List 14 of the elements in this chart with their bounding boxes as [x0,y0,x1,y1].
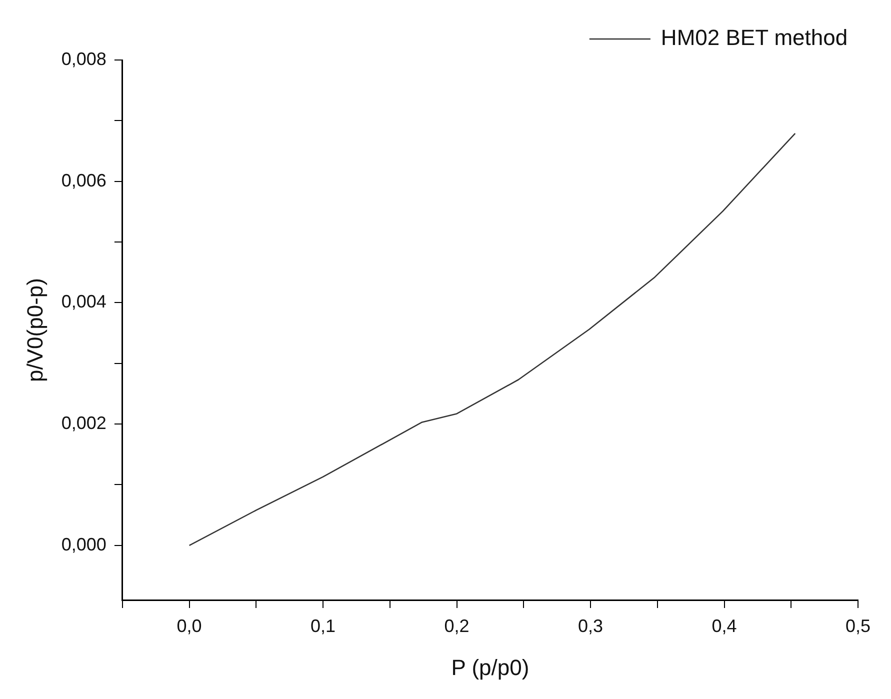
x-tick-label: 0,3 [578,616,604,636]
y-tick-label: 0,004 [61,292,106,312]
y-axis-title: p/V0(p0-p) [22,278,48,382]
y-tick-label: 0,008 [61,48,106,69]
legend-label: HM02 BET method [660,25,848,50]
x-tick-label: 0,1 [310,616,336,636]
x-tick-label: 0,0 [176,616,202,636]
y-tick-label: 0,006 [61,170,106,190]
x-axis-title: P (p/p0) [451,654,530,680]
x-tick-label: 0,4 [712,616,737,636]
x-tick-label: 0,2 [444,616,470,636]
y-tick-label: 0,002 [61,413,106,434]
y-tick-label: 0,000 [61,534,106,554]
x-tick-label: 0,5 [845,616,871,636]
